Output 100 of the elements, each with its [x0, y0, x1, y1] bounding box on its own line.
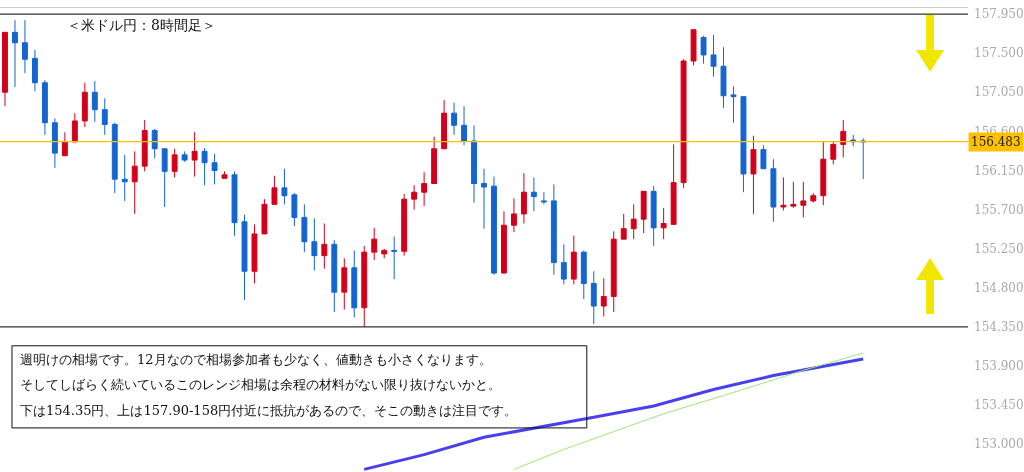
candlestick — [181, 150, 188, 163]
candlestick — [481, 168, 487, 230]
candlestick — [141, 119, 148, 172]
candlestick — [491, 176, 497, 276]
candlestick — [31, 49, 38, 92]
candlestick — [790, 181, 797, 209]
candlestick — [441, 99, 448, 150]
candlestick — [201, 147, 208, 186]
candlestick — [680, 58, 687, 189]
candlestick — [700, 35, 707, 65]
candlestick — [740, 96, 747, 193]
candlestick — [510, 197, 517, 233]
y-tick-label: 153.000 — [974, 437, 1024, 452]
candlestick — [231, 170, 238, 237]
candlestick — [341, 257, 348, 311]
y-tick-label: 154.800 — [974, 280, 1024, 295]
candlestick — [22, 19, 28, 74]
y-tick-label: 154.350 — [974, 320, 1024, 335]
candlestick — [291, 192, 298, 227]
candlestick — [471, 124, 477, 204]
candlestick — [550, 183, 557, 276]
y-tick-label: 157.950 — [974, 7, 1024, 22]
candlestick — [560, 243, 567, 285]
candlestick — [301, 203, 308, 253]
candlestick — [381, 248, 388, 259]
candlestick — [12, 19, 18, 88]
candlestick — [720, 46, 727, 109]
candlestick — [41, 79, 48, 136]
candlestick — [131, 150, 138, 215]
candlestick — [281, 168, 288, 205]
text: ＜米ドル円：8時間足＞ — [67, 17, 216, 33]
candlestick — [431, 136, 438, 185]
candlestick — [451, 102, 458, 136]
candlestick — [610, 230, 617, 313]
y-tick-label: 157.050 — [974, 85, 1024, 100]
candlestick — [630, 203, 637, 240]
candlestick — [121, 154, 128, 202]
candlestick — [61, 131, 68, 157]
candlestick — [81, 82, 88, 128]
y-tick-label: 153.450 — [974, 398, 1024, 413]
candlestick — [820, 140, 827, 206]
candlestick — [540, 191, 547, 205]
candlestick — [111, 122, 118, 194]
candlestick — [640, 190, 647, 234]
candlestick — [161, 148, 168, 208]
candlestick — [660, 207, 667, 240]
candlestick — [860, 137, 867, 180]
candlestick — [570, 235, 577, 285]
y-tick-label: 155.250 — [974, 241, 1024, 256]
candlestick — [91, 80, 98, 123]
candlestick — [421, 171, 428, 207]
y-tick-label: 156.150 — [974, 163, 1024, 178]
candlestick — [321, 222, 328, 270]
annotation: 週明けの相場です。12月なので相場参加者も少なく、値動きも小さくなります。 — [20, 352, 492, 367]
candlestick — [830, 141, 837, 165]
candlestick — [461, 105, 467, 146]
candlestick — [361, 245, 368, 328]
candlestick — [530, 176, 537, 212]
annotation: 下は154.35円、上は157.90-158円付近に抵抗があるので、そこの動きは注目です。 — [20, 403, 518, 418]
candlestick — [600, 277, 607, 317]
candlestick — [810, 192, 817, 204]
candlestick — [750, 135, 757, 215]
candlestick — [311, 217, 318, 271]
candlestick — [2, 31, 8, 107]
candlestick — [730, 85, 737, 124]
candlestick — [780, 176, 787, 211]
candlestick — [331, 239, 338, 313]
candlestick — [51, 117, 58, 169]
candlestick — [620, 213, 627, 240]
candlestick — [191, 131, 198, 178]
y-tick-label: 157.500 — [974, 46, 1024, 61]
candlestick — [261, 198, 268, 235]
candlestick — [800, 181, 807, 218]
candlestick — [391, 236, 398, 280]
ref-line-label: 156.483 — [971, 135, 1021, 149]
candlestick — [650, 185, 657, 247]
candlestick — [770, 158, 777, 223]
candlestick — [351, 249, 358, 318]
candlestick — [171, 148, 178, 178]
candlestick — [101, 97, 108, 136]
candlestick — [590, 270, 597, 325]
candlestick — [690, 29, 697, 66]
candlestick — [760, 144, 767, 170]
candlestick — [411, 184, 418, 211]
candlestick — [501, 210, 507, 275]
candlestick — [211, 153, 218, 185]
y-tick-label: 153.900 — [974, 359, 1024, 374]
candlestick — [241, 214, 248, 301]
candlestick — [840, 119, 847, 158]
candlestick — [71, 112, 78, 144]
candlestick — [251, 223, 258, 284]
candlestick — [151, 128, 158, 159]
candlestick — [710, 34, 717, 78]
annotation: そしてしばらく続いているこのレンジ相場は余程の材料がない限り抜けないかと。 — [20, 377, 501, 392]
candlestick — [670, 143, 677, 225]
candlestick — [580, 249, 587, 300]
line-series — [513, 352, 864, 470]
candlestick — [271, 175, 278, 205]
candlestick — [520, 172, 527, 224]
candlestick — [221, 170, 228, 179]
